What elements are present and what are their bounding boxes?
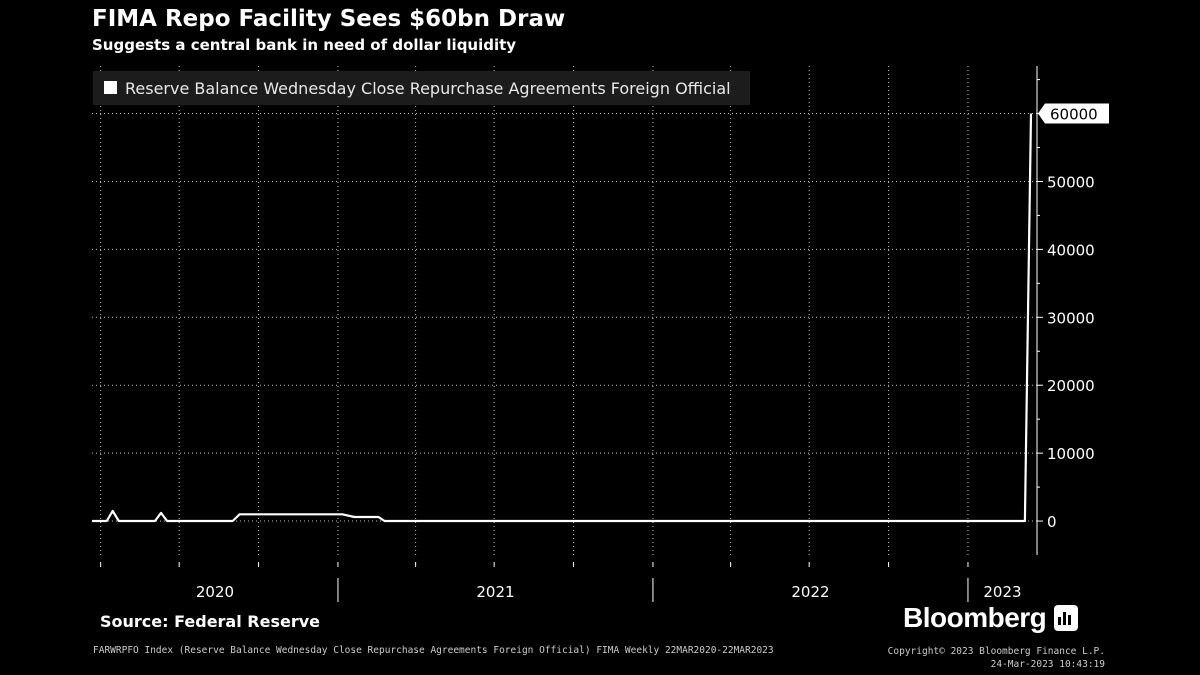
y-tick-label: 50000 [1047, 173, 1095, 191]
y-tick-label: 10000 [1047, 445, 1095, 463]
series-line [92, 113, 1033, 523]
last-value-tag: 60000 [1038, 103, 1109, 124]
y-tick-label: 0 [1047, 513, 1057, 531]
ticker-footnote: FARWRPFO Index (Reserve Balance Wednesda… [93, 645, 774, 656]
y-tick-label: 30000 [1047, 309, 1095, 327]
legend-swatch [104, 81, 117, 94]
axes: 0 10000 20000 30000 40000 50000 2020 2021 2022 20… [100, 66, 1095, 602]
y-tick-label: 40000 [1047, 241, 1095, 259]
copyright-block: Copyright© 2023 Bloomberg Finance L.P. 2… [888, 645, 1105, 671]
x-tick-label: 2023 [983, 583, 1021, 601]
y-tick-label: 20000 [1047, 377, 1095, 395]
x-tick-label: 2022 [791, 583, 829, 601]
timestamp: 24-Mar-2023 10:43:19 [990, 659, 1105, 670]
last-value-tag-bg [1038, 103, 1109, 124]
chart-title: FIMA Repo Facility Sees $60bn Draw [92, 6, 566, 32]
last-value-label: 60000 [1050, 106, 1098, 124]
grid [92, 66, 1037, 555]
x-tick-label: 2021 [476, 583, 514, 601]
source-note: Source: Federal Reserve [100, 612, 320, 631]
chart-subtitle: Suggests a central bank in need of dolla… [92, 36, 517, 54]
legend-label: Reserve Balance Wednesday Close Repurcha… [125, 79, 731, 98]
legend-box [93, 71, 750, 105]
x-tick-label: 2020 [196, 583, 234, 601]
copyright-text: Copyright© 2023 Bloomberg Finance L.P. [887, 646, 1105, 657]
bloomberg-logo: Bloomberg [903, 602, 1079, 634]
legend: Reserve Balance Wednesday Close Repurcha… [93, 71, 750, 105]
series: 60000 [92, 103, 1109, 523]
brand-name: Bloomberg [903, 602, 1047, 633]
bloomberg-bars-icon [1054, 605, 1079, 631]
